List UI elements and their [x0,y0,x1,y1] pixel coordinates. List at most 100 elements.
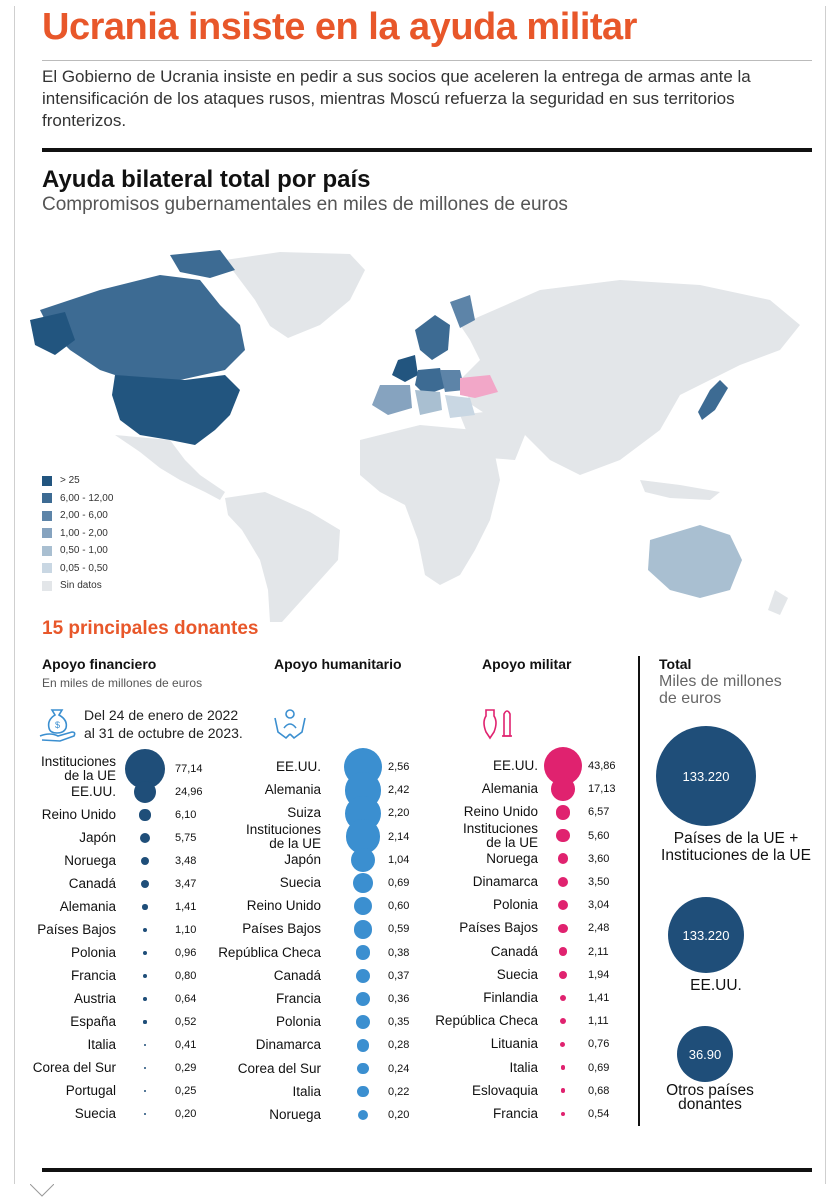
military-value-label: 5,60 [588,829,610,842]
military-country-label: Finlandia [483,990,538,1005]
financial-country-label: Corea del Sur [32,1060,116,1075]
financial-country-label: EE.UU. [70,784,116,799]
humanitarian-value-label: 0,69 [388,877,410,889]
humanitarian-bubble [357,1109,369,1121]
humanitarian-country-label: Noruega [269,1107,321,1122]
financial-value-label: 3,47 [175,878,197,890]
military-country-label: Dinamarca [472,874,538,889]
financial-value-label: 0,29 [175,1062,197,1074]
military-bubble [555,805,571,820]
legend-swatch [42,580,52,591]
humanitarian-value-label: 0,35 [388,1016,410,1029]
humanitarian-value-label: 0,28 [388,1039,410,1052]
financial-bubble [142,927,148,933]
military-bubble [551,777,575,802]
financial-country-label: Países Bajos [37,922,116,937]
humanitarian-country-label: Canadá [273,967,321,983]
military-title: Apoyo militar [482,656,572,672]
intro-text: El Gobierno de Ucrania insiste en pedir … [42,67,751,130]
financial-bubble [142,904,148,910]
humanitarian-country-label: Francia [275,991,321,1006]
financial-country-label: Noruega [64,853,116,868]
legend-swatch [42,510,52,521]
humanitarian-country-label: Países Bajos [242,921,321,937]
military-bubble [557,900,568,911]
humanitarian-title: Apoyo humanitario [274,656,402,672]
title-divider [42,60,812,61]
map-alaska [30,312,75,355]
financial-country-label: Alemania [59,899,116,914]
donors-title: 15 principales donantes [42,618,259,639]
total-bubble: 133.220 [656,726,756,826]
total-label: Países de la UE + Instituciones de la UE [661,830,811,864]
financial-value-label: 3,48 [175,855,197,867]
humanitarian-country-label: Italia [292,1083,321,1099]
humanitarian-country-label: Reino Unido [246,898,321,914]
military-country-label: Francia [492,1106,538,1121]
financial-date-range: Del 24 de enero de 2022 al 31 de octubre… [84,707,243,741]
military-value-label: 6,57 [588,806,610,819]
legend-swatch [42,475,52,486]
military-value-label: 1,41 [588,992,610,1004]
military-bubble [560,1088,566,1094]
humanitarian-value-label: 0,22 [388,1085,410,1098]
financial-bubble [139,832,151,844]
military-country-label: EE.UU. [492,758,538,773]
financial-value-label: 0,64 [175,993,197,1005]
humanitarian-bubble [355,991,371,1007]
humanitarian-bubble [350,847,376,872]
financial-value-label: 0,20 [175,1108,197,1120]
legend-item: > 25 [42,472,113,490]
map-japan [698,380,728,420]
legend-item: Sin datos [42,577,113,595]
military-bubble [560,1111,566,1117]
humanitarian-country-label: Alemania [264,782,321,798]
financial-country-label: Portugal [65,1083,116,1098]
military-country-label: Eslovaquia [471,1082,538,1098]
speech-notch [30,1184,54,1197]
military-value-label: 1,11 [588,1015,609,1028]
financial-value-label: 0,52 [175,1016,197,1028]
financial-bubble [143,997,147,1001]
financial-title: Apoyo financiero [42,656,157,672]
total-title: Total [659,656,692,672]
legend-item: 1,00 - 2,00 [42,525,113,543]
humanitarian-country-label: Corea del Sur [237,1060,321,1076]
helping-hands-icon [274,709,306,740]
financial-bubble [139,809,151,821]
humanitarian-value-label: 2,56 [388,761,410,773]
money-bag-hand-icon: $ [39,709,76,742]
financial-bubble [143,1112,147,1116]
legend-item: 2,00 - 6,00 [42,507,113,525]
financial-country-label: Italia [87,1037,116,1052]
financial-value-label: 6,10 [175,809,197,821]
humanitarian-value-label: 1,04 [388,853,410,866]
financial-country-label: Reino Unido [41,807,116,822]
financial-country-label: Canadá [68,876,116,891]
humanitarian-value-label: 0,38 [388,946,410,959]
total-bubble: 133.220 [668,897,744,973]
total-bubble: 36.90 [677,1026,733,1082]
military-bubble [559,994,567,1002]
section-divider [42,148,812,152]
financial-country-label: Francia [70,968,116,983]
military-bubble [560,1041,566,1047]
financial-value-label: 5,75 [175,832,197,844]
financial-country-label: Instituciones de la UE [40,754,116,783]
humanitarian-bubble [355,945,371,960]
humanitarian-country-label: Japón [284,851,321,867]
financial-bubble [143,1089,147,1093]
military-value-label: 17,13 [588,783,616,796]
bottom-divider [42,1168,812,1172]
military-value-label: 3,04 [588,899,610,912]
humanitarian-bubble [357,1086,369,1098]
military-value-label: 1,94 [588,968,610,981]
financial-value-label: 0,80 [175,970,197,982]
humanitarian-country-label: Suiza [287,805,321,821]
financial-country-label: España [70,1014,116,1029]
financial-value-label: 24,96 [175,786,203,798]
page-title: Ucrania insiste en la ayuda militar [42,6,637,48]
humanitarian-value-label: 2,42 [388,784,410,797]
humanitarian-country-label: Suecia [279,875,321,890]
humanitarian-value-label: 2,20 [388,807,410,820]
